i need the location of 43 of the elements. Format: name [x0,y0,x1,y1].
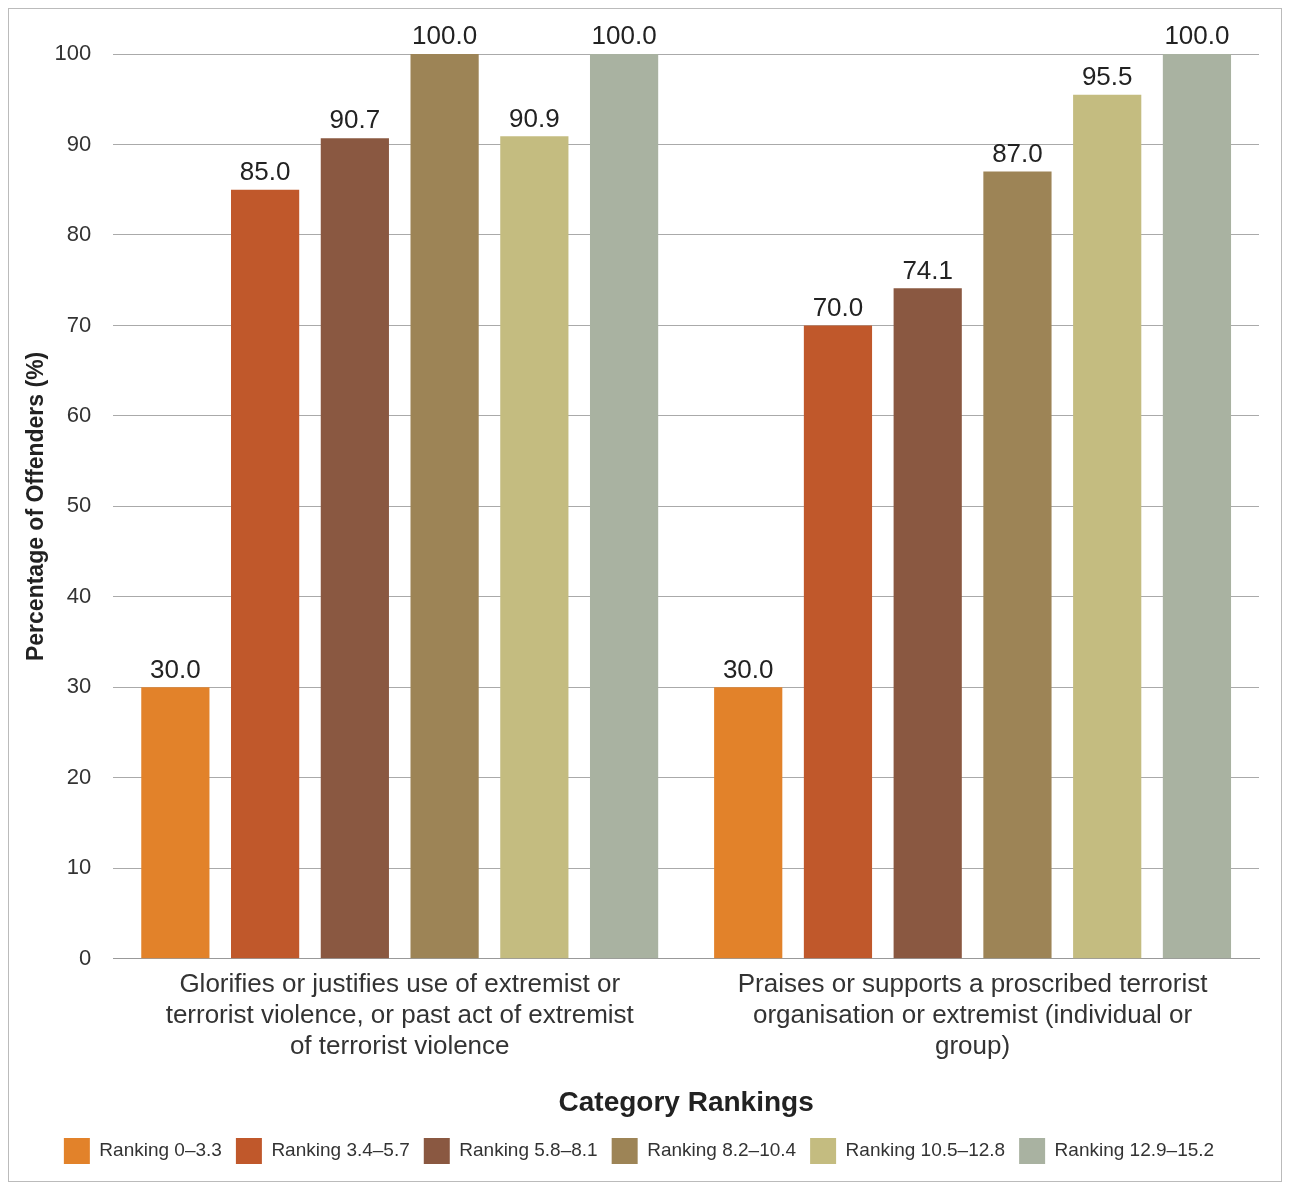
data-label: 90.9 [509,102,560,133]
x-tick-label: Glorifies or justifies use of extremist or terrorist violence, or past act of extremist of terrorist violence [165,967,635,1060]
legend-label: Ranking 0–3.3 [99,1139,222,1161]
data-label: 74.1 [902,254,954,285]
y-tick-label: 100 [54,40,92,66]
bar [500,136,569,959]
legend-label: Ranking 3.4–5.7 [271,1139,410,1161]
data-label: 90.7 [329,104,381,135]
bar [714,687,783,959]
data-label: 87.0 [992,137,1043,168]
data-label: 30.0 [150,653,201,684]
bar [410,54,479,959]
y-tick-label: 50 [66,492,92,518]
data-label: 100.0 [412,20,478,51]
bar [231,189,300,959]
bar [1073,94,1142,959]
y-tick-label: 60 [66,401,92,427]
data-label: 95.5 [1081,60,1133,91]
bar [320,138,389,959]
legend-label: Ranking 8.2–10.4 [647,1139,797,1161]
bar [141,687,210,959]
y-tick-label: 0 [79,944,92,970]
bar [803,325,873,959]
y-tick-label: 10 [66,854,92,880]
y-axis-title: Percentage of Offenders (%) [22,351,49,662]
y-tick-label: 40 [66,582,92,608]
data-label: 85.0 [239,155,291,186]
x-axis-title: Category Rankings [558,1085,814,1117]
data-label: 30.0 [722,653,774,684]
y-tick-label: 90 [66,130,92,156]
y-tick-label: 20 [66,763,92,789]
y-tick-label: 30 [66,673,92,699]
data-label: 100.0 [1164,20,1230,51]
bar [893,288,962,959]
data-label: 70.0 [812,291,864,322]
y-tick-label: 70 [66,311,92,337]
x-tick-label: Praises or supports a proscribed terrorist organisation or extremist (individual or group) [737,967,1209,1060]
bar [983,171,1052,959]
legend-label: Ranking 5.8–8.1 [459,1139,598,1161]
y-tick-label: 80 [66,221,92,247]
data-label: 100.0 [591,20,657,51]
legend-label: Ranking 12.9–15.2 [1054,1139,1215,1161]
legend-label: Ranking 10.5–12.8 [845,1139,1006,1161]
